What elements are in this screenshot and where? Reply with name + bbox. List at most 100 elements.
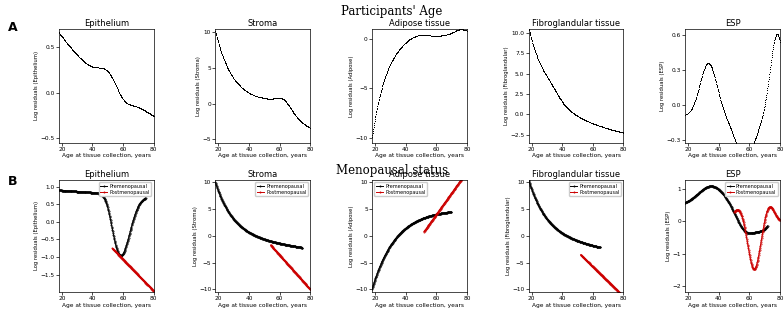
Y-axis label: Log residuals (Fibroglandular): Log residuals (Fibroglandular) [504, 47, 509, 125]
Premenopausal [426, 214, 435, 218]
Premenopausal [739, 228, 748, 231]
Title: Stroma: Stroma [248, 170, 278, 179]
Line: Premenopausal: Premenopausal [372, 212, 452, 290]
Title: Epithelium: Epithelium [84, 19, 129, 28]
Premenopausal [296, 246, 306, 249]
Title: ESP: ESP [725, 170, 740, 179]
Text: B: B [8, 175, 17, 188]
Title: Epithelium: Epithelium [84, 170, 129, 179]
Y-axis label: Log residuals (Epithelium): Log residuals (Epithelium) [34, 51, 39, 120]
Line: Postmenopausal: Postmenopausal [112, 248, 154, 291]
Postmenopausal [739, 219, 748, 223]
Premenopausal [582, 242, 591, 246]
Title: Fibroglandular tissue: Fibroglandular tissue [532, 19, 620, 28]
Premenopausal [54, 188, 64, 192]
Legend: Premenopausal, Postmenopausal: Premenopausal, Postmenopausal [99, 182, 151, 196]
Postmenopausal [580, 257, 590, 261]
Postmenopausal [737, 214, 746, 218]
Y-axis label: Log residuals (Fibroglandular): Log residuals (Fibroglandular) [506, 197, 510, 275]
X-axis label: Age at tissue collection, years: Age at tissue collection, years [688, 153, 777, 158]
Line: Postmenopausal: Postmenopausal [270, 245, 310, 290]
Postmenopausal [447, 191, 456, 195]
Postmenopausal [149, 289, 158, 293]
X-axis label: Age at tissue collection, years: Age at tissue collection, years [62, 303, 151, 308]
X-axis label: Age at tissue collection, years: Age at tissue collection, years [532, 153, 620, 158]
Postmenopausal [112, 251, 122, 255]
Premenopausal [368, 286, 377, 290]
Legend: Premenopausal, Postmenopausal: Premenopausal, Postmenopausal [568, 182, 621, 196]
Postmenopausal [134, 274, 143, 278]
Premenopausal [423, 215, 433, 219]
Premenopausal [267, 239, 277, 243]
Postmenopausal [424, 223, 434, 227]
Premenopausal [424, 214, 434, 218]
Premenopausal [211, 181, 220, 185]
Premenopausal [291, 245, 300, 248]
Line: Premenopausal: Premenopausal [528, 179, 601, 248]
Line: Postmenopausal: Postmenopausal [580, 254, 624, 297]
Postmenopausal [267, 244, 276, 248]
Premenopausal [111, 240, 120, 244]
Postmenopausal [582, 259, 591, 263]
Premenopausal [54, 188, 64, 192]
Postmenopausal [140, 280, 150, 284]
Postmenopausal [775, 218, 784, 222]
Premenopausal [760, 227, 770, 230]
Premenopausal [269, 240, 278, 244]
Premenopausal [134, 204, 143, 207]
Y-axis label: Log residuals (ESP): Log residuals (ESP) [660, 61, 666, 111]
Premenopausal [111, 241, 120, 245]
X-axis label: Age at tissue collection, years: Age at tissue collection, years [532, 303, 620, 308]
Postmenopausal [111, 249, 120, 253]
Y-axis label: Log residuals (ESP): Log residuals (ESP) [666, 211, 671, 261]
Postmenopausal [463, 170, 472, 174]
Line: Premenopausal: Premenopausal [684, 186, 768, 234]
Postmenopausal [111, 249, 120, 253]
Postmenopausal [760, 217, 770, 221]
Title: Stroma: Stroma [248, 19, 278, 28]
Y-axis label: Log residuals (Adipose): Log residuals (Adipose) [349, 55, 354, 117]
Text: Menopausal status: Menopausal status [336, 164, 448, 177]
Line: Premenopausal: Premenopausal [215, 182, 303, 248]
Line: Postmenopausal: Postmenopausal [734, 206, 781, 270]
X-axis label: Age at tissue collection, years: Age at tissue collection, years [219, 153, 307, 158]
Postmenopausal [426, 221, 435, 225]
Postmenopausal [267, 245, 277, 248]
Title: Adipose tissue: Adipose tissue [389, 19, 450, 28]
Postmenopausal [269, 246, 278, 250]
Premenopausal [737, 225, 746, 229]
Postmenopausal [619, 295, 628, 299]
Postmenopausal [737, 213, 746, 217]
Premenopausal [580, 241, 590, 245]
Y-axis label: Log residuals (Adipose): Log residuals (Adipose) [349, 205, 354, 267]
Line: Postmenopausal: Postmenopausal [423, 171, 467, 232]
Postmenopausal [296, 278, 306, 282]
Postmenopausal [604, 280, 613, 284]
Premenopausal [267, 239, 276, 243]
X-axis label: Age at tissue collection, years: Age at tissue collection, years [375, 153, 464, 158]
Legend: Premenopausal, Postmenopausal: Premenopausal, Postmenopausal [256, 182, 308, 196]
Y-axis label: Log residuals (Stroma): Log residuals (Stroma) [196, 56, 201, 116]
Text: A: A [8, 21, 17, 34]
Premenopausal [211, 180, 220, 184]
Y-axis label: Log residuals (Epithelium): Log residuals (Epithelium) [34, 201, 39, 271]
Premenopausal [681, 201, 690, 204]
Postmenopausal [423, 224, 433, 228]
X-axis label: Age at tissue collection, years: Age at tissue collection, years [62, 153, 151, 158]
Premenopausal [112, 247, 122, 251]
Premenopausal [524, 179, 534, 183]
X-axis label: Age at tissue collection, years: Age at tissue collection, years [219, 303, 307, 308]
X-axis label: Age at tissue collection, years: Age at tissue collection, years [688, 303, 777, 308]
Postmenopausal [580, 257, 590, 261]
Legend: Premenopausal, Postmenopausal: Premenopausal, Postmenopausal [725, 182, 778, 196]
X-axis label: Age at tissue collection, years: Age at tissue collection, years [375, 303, 464, 308]
Premenopausal [524, 178, 533, 182]
Premenopausal [140, 197, 150, 201]
Postmenopausal [306, 288, 315, 291]
Premenopausal [737, 225, 746, 229]
Premenopausal [367, 288, 376, 291]
Postmenopausal [767, 205, 776, 209]
Line: Premenopausal: Premenopausal [58, 190, 147, 256]
Premenopausal [681, 201, 690, 204]
Legend: Premenopausal, Postmenopausal: Premenopausal, Postmenopausal [375, 182, 427, 196]
